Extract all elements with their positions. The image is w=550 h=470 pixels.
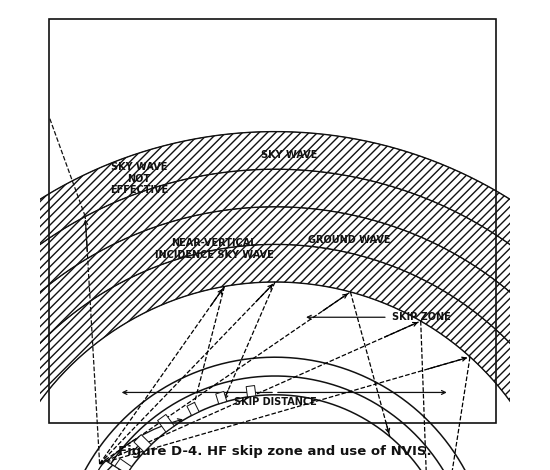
Polygon shape	[98, 460, 127, 470]
Polygon shape	[0, 132, 550, 435]
Polygon shape	[0, 169, 550, 448]
Polygon shape	[187, 402, 199, 415]
Bar	[50, 19, 496, 423]
Polygon shape	[216, 392, 227, 404]
Text: Figure D-4. HF skip zone and use of NVIS.: Figure D-4. HF skip zone and use of NVIS…	[118, 445, 432, 458]
Text: GROUND WAVE: GROUND WAVE	[308, 235, 390, 245]
Polygon shape	[246, 385, 256, 397]
Polygon shape	[114, 459, 131, 470]
Polygon shape	[157, 415, 174, 432]
Text: SKY WAVE
NOT
EFFECTIVE: SKY WAVE NOT EFFECTIVE	[109, 162, 168, 195]
Polygon shape	[134, 435, 151, 452]
Text: SKIP DISTANCE: SKIP DISTANCE	[234, 397, 316, 407]
Text: SKY WAVE: SKY WAVE	[261, 150, 317, 160]
Polygon shape	[0, 244, 550, 470]
Text: NEAR-VERTICAL
INCIDENCE SKY WAVE: NEAR-VERTICAL INCIDENCE SKY WAVE	[155, 238, 273, 260]
Polygon shape	[0, 207, 550, 461]
Text: SKIP ZONE: SKIP ZONE	[393, 312, 451, 322]
